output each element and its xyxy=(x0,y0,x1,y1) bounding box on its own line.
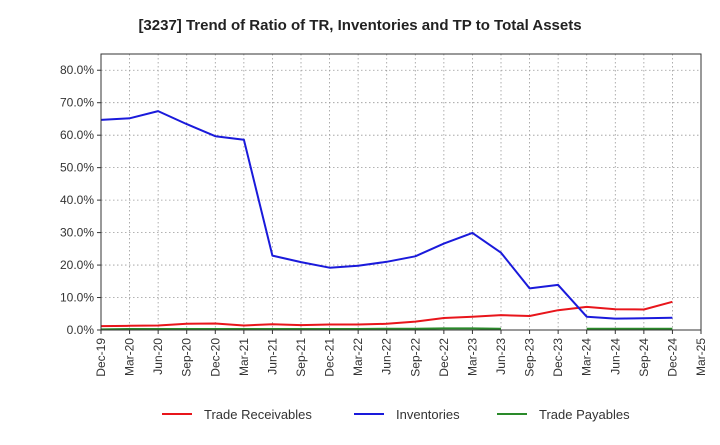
series-line-trade-receivables xyxy=(100,300,673,328)
x-tick-label: Sep-24 xyxy=(637,338,651,377)
x-tick-label: Dec-24 xyxy=(665,338,679,377)
x-tick-label: Jun-21 xyxy=(265,338,279,375)
y-tick-label: 60.0% xyxy=(60,128,94,142)
x-tick-label: Sep-20 xyxy=(180,338,194,377)
x-tick-label: Mar-23 xyxy=(465,338,479,376)
x-tick-label: Jun-22 xyxy=(380,338,394,375)
x-tick-label: Dec-23 xyxy=(551,338,565,377)
x-tick-label: Mar-24 xyxy=(580,338,594,376)
x-tick-label: Dec-19 xyxy=(94,338,108,377)
x-tick-label: Mar-21 xyxy=(237,338,251,376)
y-tick-label: 70.0% xyxy=(60,96,94,110)
y-tick-label: 50.0% xyxy=(60,161,94,175)
x-tick-label: Jun-24 xyxy=(608,338,622,375)
x-tick-label: Sep-22 xyxy=(408,338,422,377)
x-tick-label: Sep-21 xyxy=(294,338,308,377)
x-tick-label: Dec-21 xyxy=(323,338,337,377)
y-tick-label: 40.0% xyxy=(60,193,94,207)
x-tick-label: Dec-22 xyxy=(437,338,451,377)
plot-area-frame xyxy=(100,53,702,331)
legend-label: Inventories xyxy=(396,407,460,422)
x-tick-label: Sep-23 xyxy=(523,338,537,377)
x-tick-label: Jun-20 xyxy=(151,338,165,375)
x-tick-label: Mar-22 xyxy=(351,338,365,376)
y-tick-label: 80.0% xyxy=(60,63,94,77)
legend-label: Trade Payables xyxy=(539,407,630,422)
chart-title: [3237] Trend of Ratio of TR, Inventories… xyxy=(138,17,581,34)
x-tick-label: Mar-20 xyxy=(123,338,137,376)
grid xyxy=(100,54,702,331)
y-tick-label: 10.0% xyxy=(60,291,94,305)
x-axis-ticks: Dec-19 Mar-20 Jun-20 Sep-20 Dec-20 Mar-21 Jun-… xyxy=(94,330,708,377)
legend-label: Trade Receivables xyxy=(204,407,312,422)
y-tick-label: 30.0% xyxy=(60,226,94,240)
x-tick-label: Jun-23 xyxy=(494,338,508,375)
y-tick-label: 0.0% xyxy=(67,323,95,337)
x-tick-label: Mar-25 xyxy=(694,338,708,376)
y-tick-label: 20.0% xyxy=(60,258,94,272)
series-line-inventories xyxy=(100,110,673,320)
x-tick-label: Dec-20 xyxy=(208,338,222,377)
series-line-trade-payables xyxy=(100,327,502,331)
series-lines xyxy=(100,110,673,331)
legend: Trade Receivables Inventories Trade Payabl… xyxy=(162,407,630,422)
y-axis-ticks: 0.0% 10.0% 20.0% 30.0% 40.0% 50.0% 60.0% 70.0% 8… xyxy=(60,63,101,337)
